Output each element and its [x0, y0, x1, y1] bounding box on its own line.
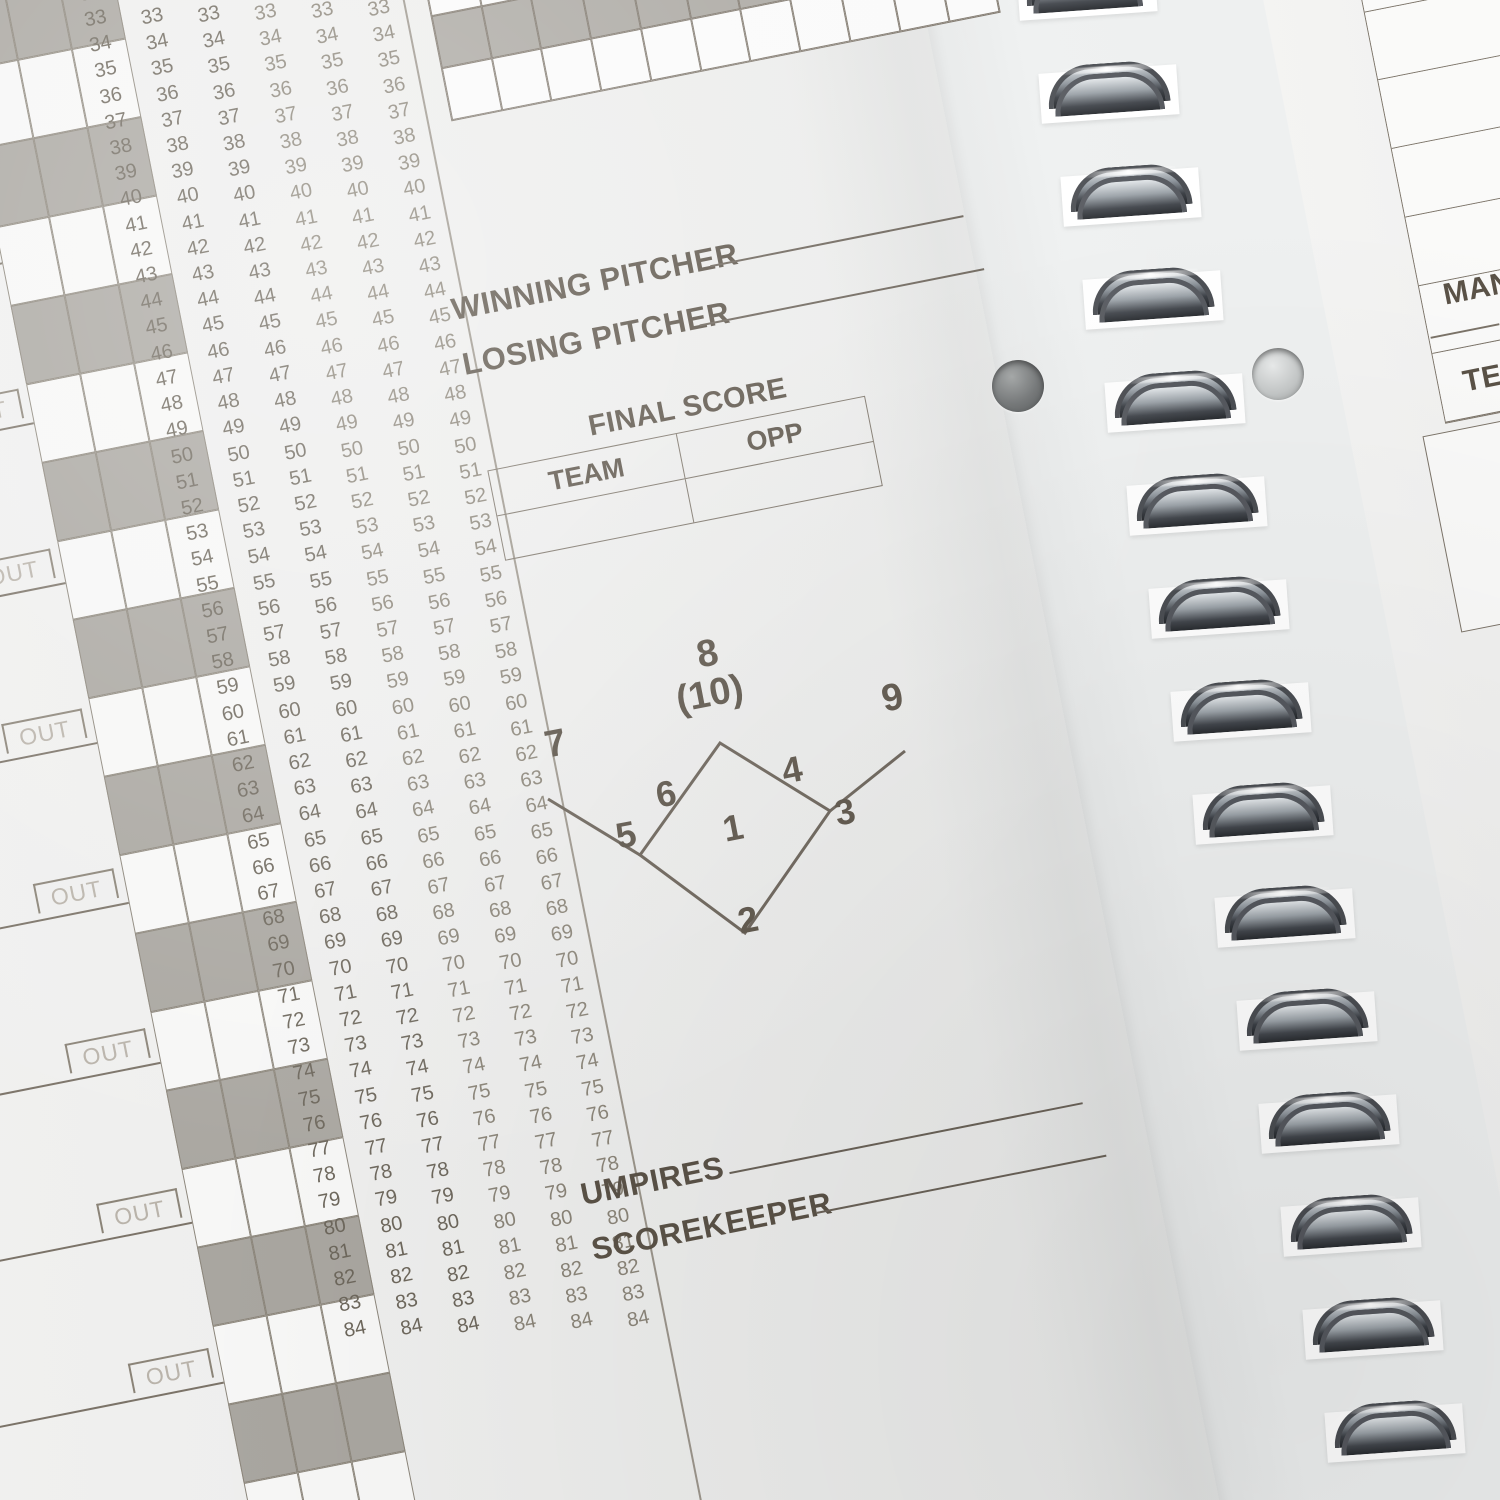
- pitch-number[interactable]: 84: [398, 1314, 425, 1341]
- wire-loop: [1098, 367, 1252, 439]
- wire-loop: [1142, 573, 1296, 645]
- infield-diamond: [637, 740, 833, 936]
- wire-loop: [1010, 0, 1164, 27]
- pitch-number[interactable]: 84: [625, 1306, 652, 1333]
- pitch-number[interactable]: 84: [568, 1308, 595, 1335]
- pitch-number[interactable]: 84: [512, 1310, 539, 1337]
- wire-loop: [1318, 1397, 1472, 1469]
- right-foul-line: [829, 749, 906, 813]
- field-diagram-lines: [547, 740, 906, 936]
- pitch-number[interactable]: 84: [455, 1312, 482, 1339]
- wire-loop: [1296, 1294, 1450, 1366]
- wire-loop: [1120, 470, 1274, 542]
- punch-hole: [1252, 348, 1304, 400]
- left-foul-line: [547, 797, 641, 857]
- punch-hole: [992, 360, 1044, 412]
- wire-loop: [1186, 779, 1340, 851]
- right-page-team-label: TE: [1460, 358, 1500, 399]
- wire-loop: [1076, 264, 1230, 336]
- wire-binding: [980, 0, 1466, 1500]
- innings-cell[interactable]: [790, 0, 851, 52]
- innings-cell[interactable]: [889, 0, 950, 32]
- wire-loop: [1208, 882, 1362, 954]
- wire-loop: [1274, 1191, 1428, 1263]
- wire-loop: [1230, 985, 1384, 1057]
- wire-loop: [1054, 161, 1208, 233]
- pitch-number[interactable]: 84: [341, 1316, 369, 1343]
- wire-loop: [1032, 58, 1186, 130]
- fielding-positions-diagram: 8 (10) 9 7 6 4 3 5 1 2: [520, 615, 950, 985]
- wire-loop: [1164, 676, 1318, 748]
- wire-loop: [1252, 1088, 1406, 1160]
